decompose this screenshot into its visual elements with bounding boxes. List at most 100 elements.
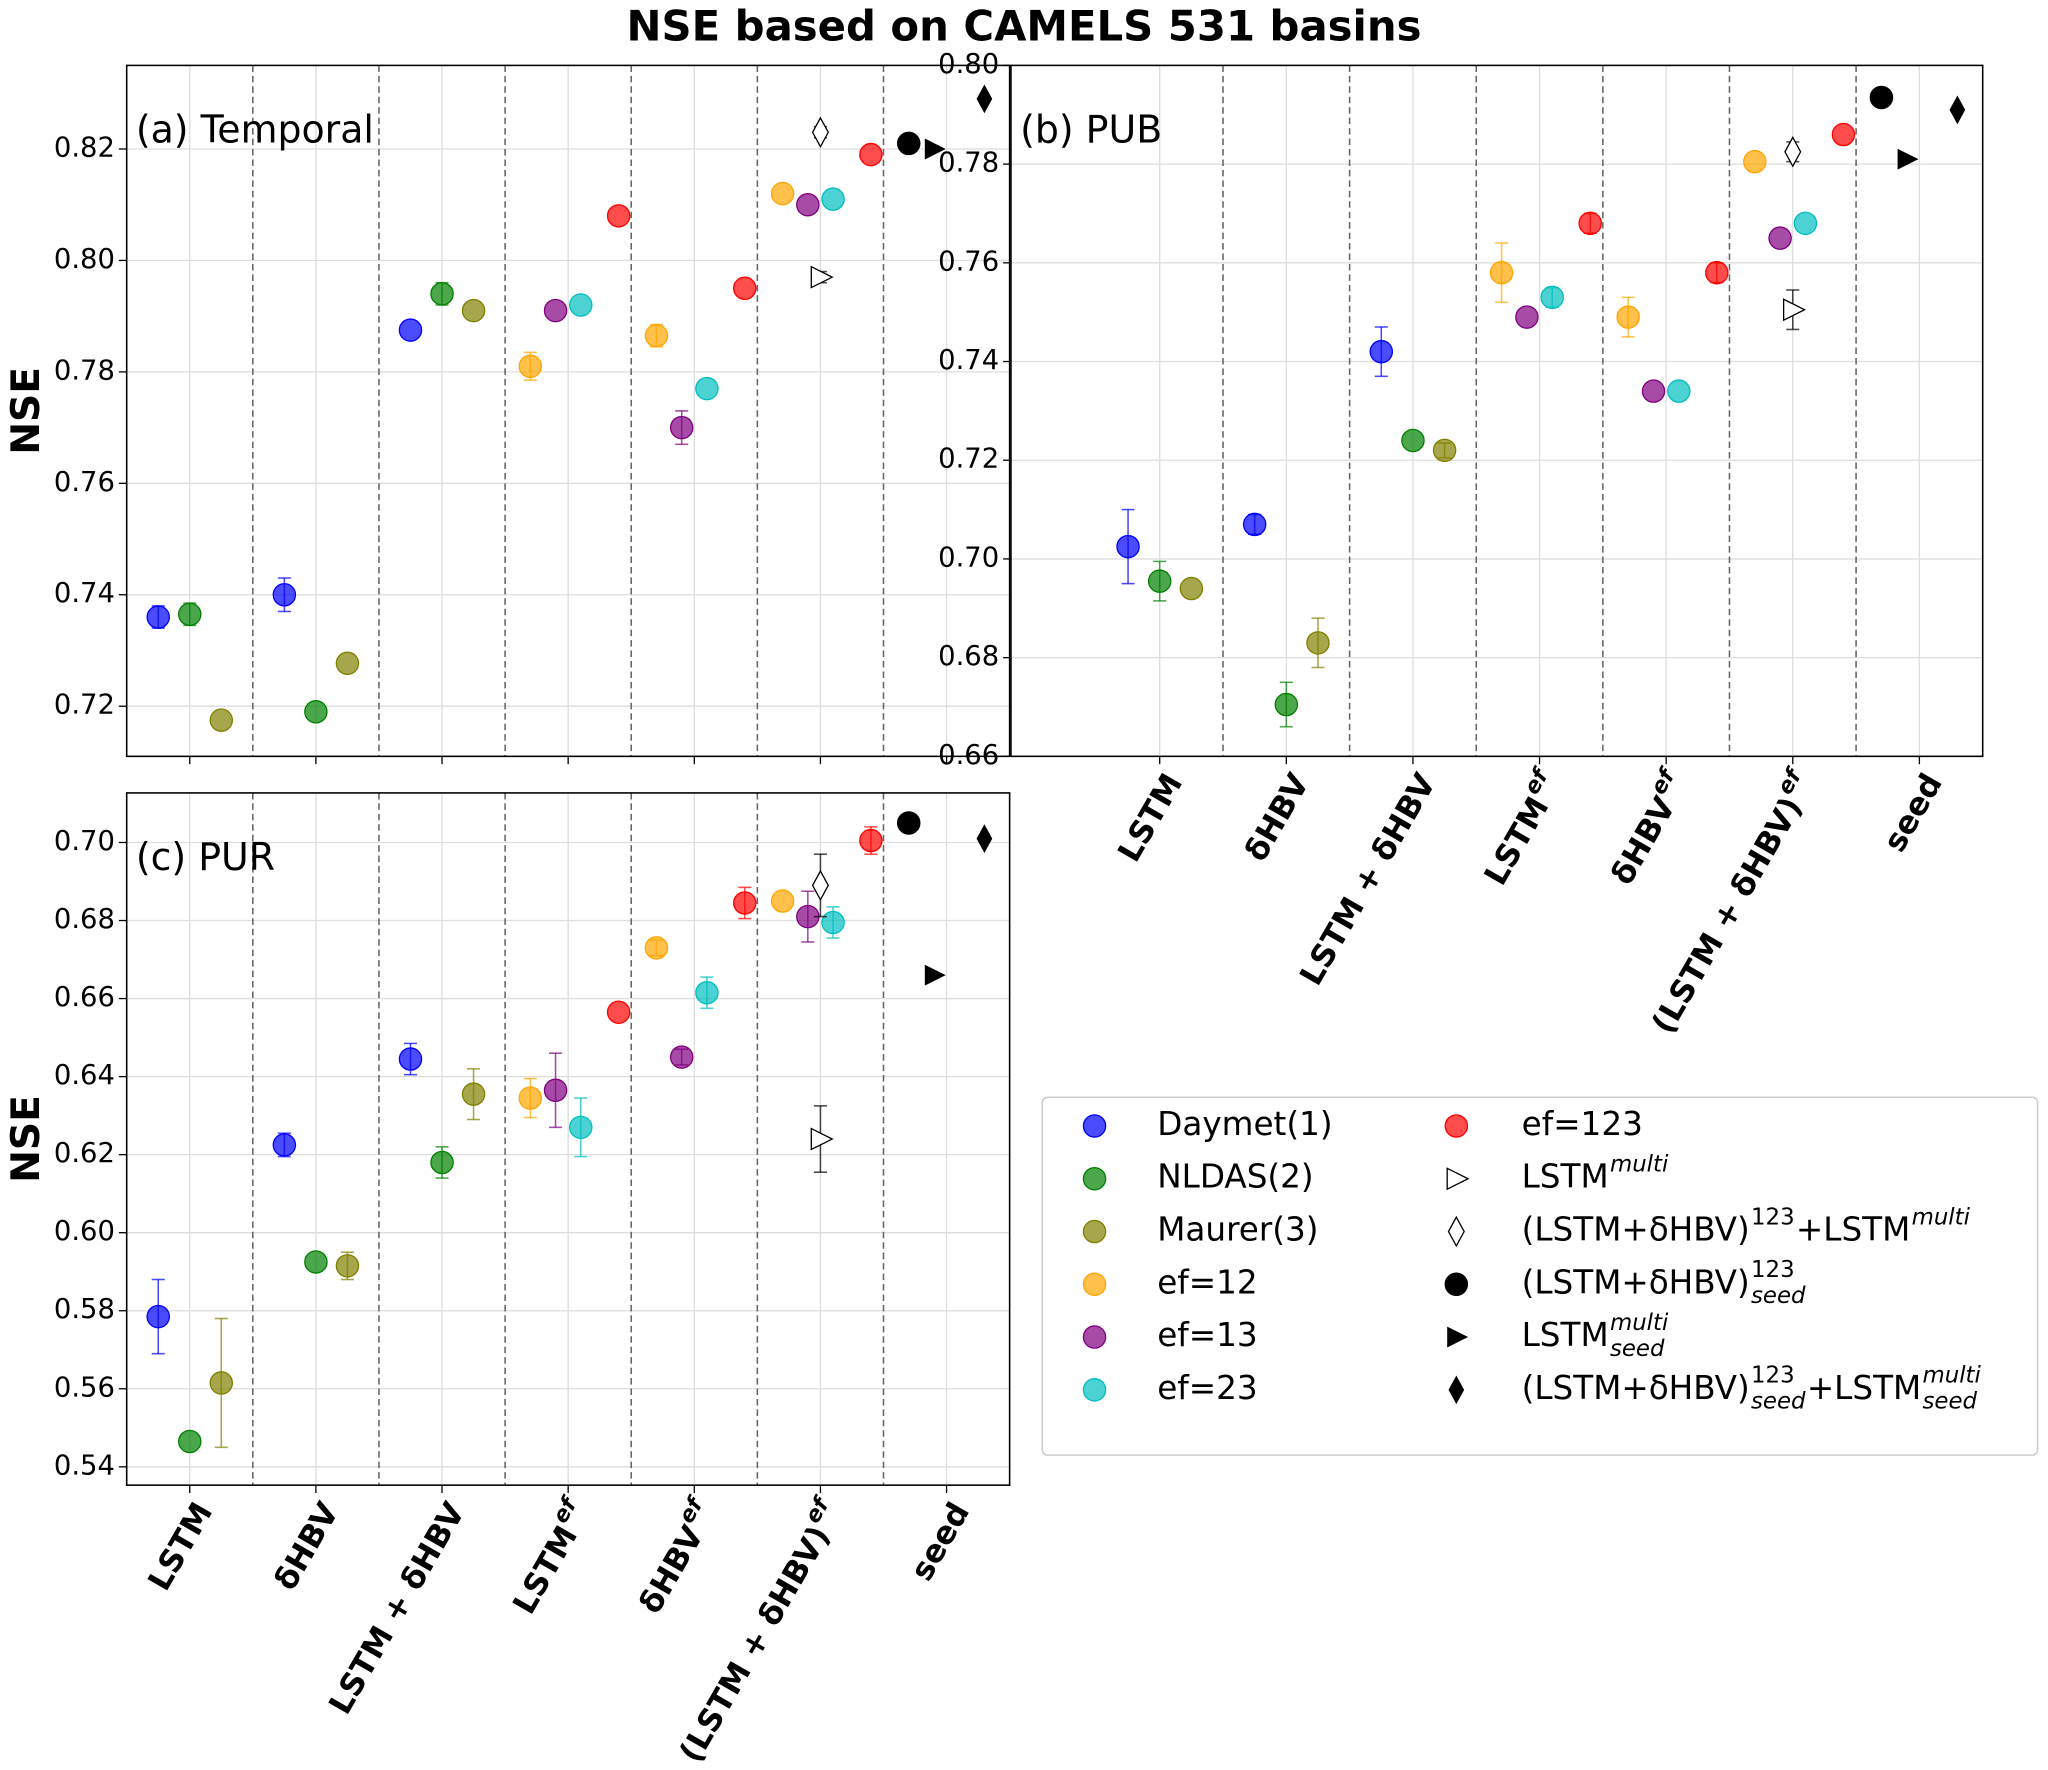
point bbox=[1147, 569, 1172, 593]
x-tick-label: LSTM bbox=[141, 1497, 220, 1597]
legend: Daymet(1) NLDAS(2) Maurer(3) ef=12 ef=13 ef=2… bbox=[1082, 1105, 1982, 1415]
point bbox=[821, 187, 845, 211]
y-tick-label: 0.68 bbox=[938, 641, 999, 672]
point bbox=[1116, 534, 1140, 559]
legend-label-sup: 123 bbox=[1751, 1204, 1795, 1230]
y-tick-label: 0.74 bbox=[54, 578, 115, 609]
point bbox=[810, 1127, 834, 1151]
point bbox=[924, 138, 946, 160]
legend-label: (LSTM+δHBV) bbox=[1522, 1369, 1750, 1407]
point bbox=[644, 323, 669, 348]
legend-label-sup: 123 bbox=[1751, 1363, 1795, 1389]
legend-entry: ef=12 bbox=[1082, 1263, 1258, 1301]
point bbox=[1306, 631, 1330, 655]
y-tick-label: 0.70 bbox=[54, 826, 115, 857]
point bbox=[335, 1254, 360, 1278]
y-tick-label: 0.82 bbox=[54, 132, 115, 163]
point bbox=[146, 1304, 170, 1329]
legend-label-sup: multi bbox=[1610, 1310, 1669, 1336]
y-tick-label: 0.66 bbox=[938, 740, 999, 771]
point bbox=[178, 602, 202, 627]
legend-label-sub: seed bbox=[1610, 1336, 1665, 1362]
x-tick-label-text: δHBV bbox=[268, 1496, 347, 1597]
point bbox=[796, 192, 820, 217]
y-tick-label: 0.64 bbox=[54, 1060, 115, 1091]
legend-label: (LSTM+δHBV) bbox=[1522, 1263, 1750, 1301]
legend-label-sub: seed bbox=[1751, 1283, 1806, 1309]
legend-label: +LSTM bbox=[1807, 1369, 1921, 1407]
legend-box bbox=[1041, 1096, 2039, 1456]
legend-label: LSTM bbox=[1522, 1316, 1609, 1354]
legend-entry: ef=123 bbox=[1444, 1105, 1643, 1143]
point bbox=[1515, 305, 1539, 329]
point bbox=[209, 1371, 234, 1395]
y-tick-label: 0.54 bbox=[54, 1450, 115, 1481]
point bbox=[896, 811, 921, 835]
legend-label: NLDAS(2) bbox=[1157, 1158, 1313, 1196]
point bbox=[1793, 211, 1818, 236]
y-axis-label: NSE bbox=[4, 1095, 49, 1183]
point bbox=[304, 1250, 328, 1274]
legend-label: +LSTM bbox=[1796, 1211, 1910, 1249]
legend-entry: LSTM multi bbox=[1446, 1152, 1669, 1196]
point bbox=[430, 1150, 454, 1175]
point bbox=[1274, 692, 1299, 717]
legend-label-sup: multi bbox=[1912, 1204, 1971, 1230]
point bbox=[430, 282, 454, 306]
point bbox=[178, 1429, 202, 1454]
figure-title: NSE based on CAMELS 531 basins bbox=[627, 1, 1422, 50]
x-tick-label-text: LSTM bbox=[141, 1497, 220, 1597]
x-tick-label-part: δHBV bbox=[633, 1519, 712, 1620]
legend-entry: Daymet(1) bbox=[1082, 1105, 1333, 1143]
point bbox=[976, 84, 993, 114]
point bbox=[695, 376, 719, 401]
legend-label-sup: multi bbox=[1922, 1363, 1981, 1389]
legend-entry: ef=23 bbox=[1082, 1369, 1258, 1407]
x-tick-label-text: LSTM + δHBV bbox=[1293, 767, 1443, 992]
point bbox=[543, 1078, 568, 1103]
point bbox=[859, 142, 883, 167]
x-tick-label: δHBV bbox=[268, 1496, 347, 1597]
x-tick-label: LSTM bbox=[1111, 768, 1190, 868]
point bbox=[518, 1086, 543, 1110]
y-tick-label: 0.60 bbox=[54, 1216, 115, 1247]
point bbox=[543, 298, 568, 323]
point bbox=[518, 354, 543, 379]
point bbox=[859, 828, 883, 853]
point bbox=[1869, 85, 1894, 110]
point bbox=[1082, 1272, 1107, 1297]
point bbox=[924, 964, 946, 986]
point bbox=[606, 1000, 631, 1024]
legend-label-sup: 123 bbox=[1751, 1257, 1795, 1283]
y-tick-label: 0.68 bbox=[54, 904, 115, 935]
y-tick-label: 0.70 bbox=[938, 542, 999, 573]
point bbox=[1242, 512, 1267, 537]
point bbox=[1432, 438, 1457, 463]
point bbox=[304, 700, 328, 724]
legend-entry: (LSTM+δHBV) 123 +LSTM multi bbox=[1447, 1204, 1971, 1249]
legend-label-sup: multi bbox=[1610, 1152, 1669, 1178]
point bbox=[1179, 576, 1204, 601]
y-tick-label: 0.72 bbox=[938, 444, 999, 475]
point bbox=[669, 1045, 694, 1069]
point bbox=[461, 298, 486, 323]
point bbox=[1082, 1219, 1107, 1244]
y-tick-label: 0.58 bbox=[54, 1294, 115, 1325]
point bbox=[209, 708, 234, 732]
point bbox=[1768, 226, 1792, 250]
point bbox=[811, 869, 830, 902]
plot-frame bbox=[125, 792, 1011, 1486]
panel: 0.54 0.56 0.58 0.60 0.62 0.64 0.66 0.68 0.70 LSTM… bbox=[4, 792, 1011, 1769]
x-tick-label-part: δHBV bbox=[268, 1496, 347, 1597]
point bbox=[1667, 379, 1691, 403]
point bbox=[569, 1115, 593, 1140]
point bbox=[272, 1133, 297, 1157]
